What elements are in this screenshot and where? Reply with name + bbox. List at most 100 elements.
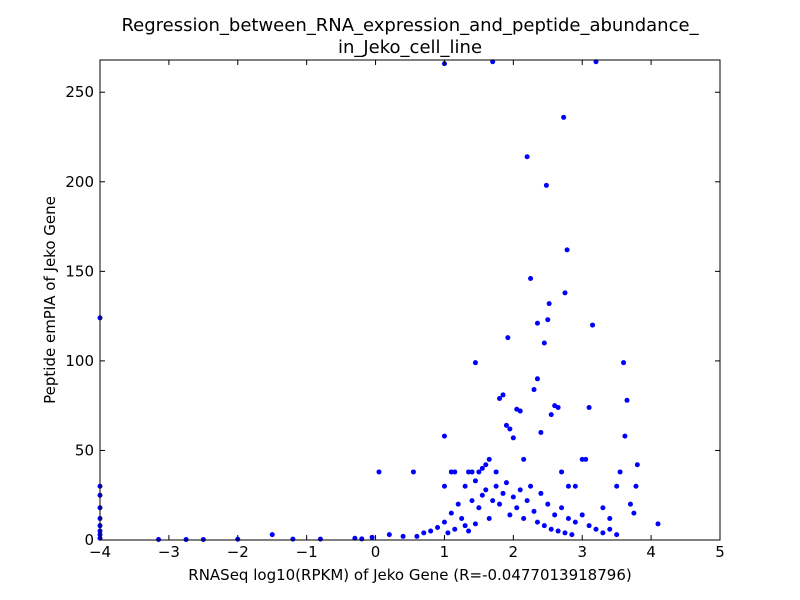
data-point [534,376,540,382]
data-point [352,535,358,541]
data-point [445,530,451,536]
data-point [486,456,492,462]
data-point [607,516,613,522]
data-point [497,396,503,402]
data-point [548,526,554,532]
data-point [466,528,472,534]
data-point [564,247,570,253]
x-tick-label: −4 [89,543,111,561]
data-point [631,510,637,516]
data-point [534,519,540,525]
data-point [428,528,434,534]
data-point [376,469,382,475]
y-tick-label: 50 [75,441,94,459]
data-point [500,392,506,398]
data-point [593,59,599,65]
data-point [521,516,527,522]
data-point [483,487,489,493]
data-point [622,433,628,439]
data-point [559,505,565,511]
data-point [617,469,623,475]
data-point [555,404,561,410]
data-point [541,523,547,529]
data-point [414,533,420,539]
data-points [97,59,661,542]
data-point [483,462,489,468]
x-tick-label: 1 [440,543,450,561]
data-point [586,404,592,410]
data-point [534,320,540,326]
data-point [559,469,565,475]
data-point [569,532,575,538]
x-axis: −4 −3 −2 −1 0 1 2 3 4 5 [89,60,725,561]
data-point [466,469,472,475]
x-tick-label: 5 [715,543,725,561]
data-point [269,532,275,538]
y-tick-label: 250 [65,83,94,101]
data-point [579,456,585,462]
data-point [579,512,585,518]
y-axis: 0 50 100 150 200 250 [65,83,720,549]
data-point [183,536,189,542]
y-tick-label: 100 [65,352,94,370]
data-point [541,340,547,346]
data-point [421,530,427,536]
data-point [517,487,523,493]
data-point [462,523,468,529]
data-point [317,536,323,542]
data-point [476,505,482,511]
data-point [369,534,375,540]
data-point [441,483,447,489]
data-point [359,536,365,542]
x-tick-label: 4 [646,543,656,561]
data-point [493,483,499,489]
data-point [452,469,458,475]
x-tick-label: −2 [227,543,249,561]
data-point [448,469,454,475]
data-point [521,456,527,462]
data-point [486,516,492,522]
data-point [528,276,534,282]
chart-title-line-2: in_Jeko_cell_line [338,37,482,58]
x-axis-label: RNASeq log10(RPKM) of Jeko Gene (R=-0.04… [188,566,631,584]
data-point [538,490,544,496]
data-point [627,501,633,507]
data-point [572,519,578,525]
data-point [655,521,661,527]
data-point [441,519,447,525]
data-point [452,526,458,532]
data-point [555,528,561,534]
data-point [469,469,475,475]
data-point [600,530,606,536]
data-point [565,516,571,522]
data-point [156,536,162,542]
x-tick-label: −3 [158,543,180,561]
data-point [552,512,558,518]
data-point [583,456,589,462]
data-point [528,483,534,489]
data-point [545,501,551,507]
data-point [614,483,620,489]
data-point [531,508,537,514]
data-point [510,435,516,441]
data-point [469,498,475,504]
data-point [500,490,506,496]
y-tick-label: 0 [84,531,94,549]
data-point [561,114,567,120]
data-point [517,408,523,414]
data-point [543,182,549,188]
y-tick-label: 150 [65,262,94,280]
data-point [507,512,513,518]
data-point [545,317,551,323]
data-point [507,426,513,432]
data-point [524,498,530,504]
data-point [562,530,568,536]
data-point [472,521,478,527]
data-point [510,494,516,500]
data-point [614,532,620,538]
data-point [479,465,485,471]
data-point [441,433,447,439]
data-point [593,526,599,532]
data-point [497,501,503,507]
